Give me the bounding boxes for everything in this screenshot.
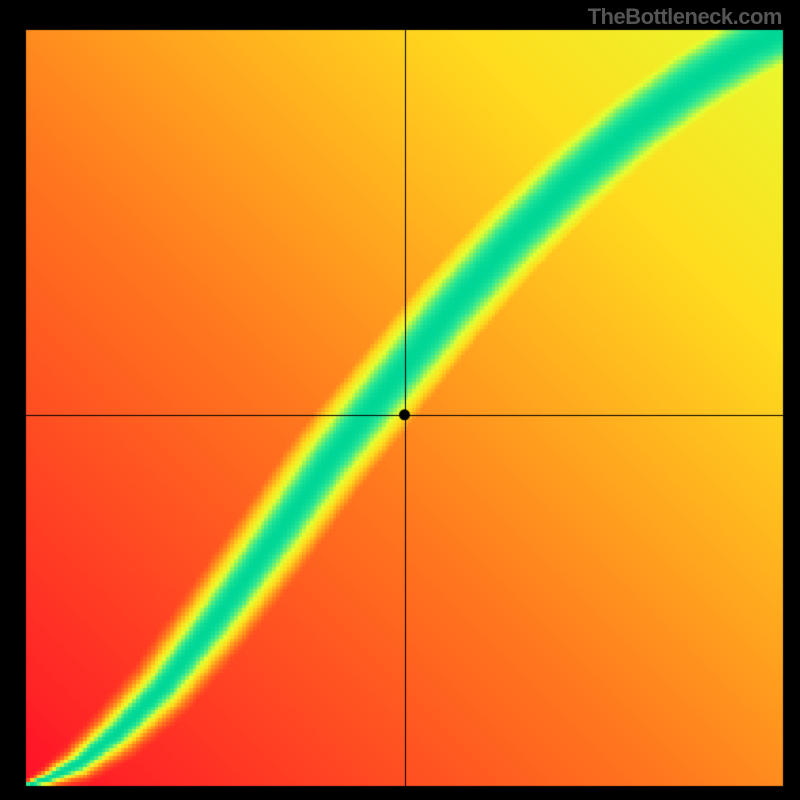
bottleneck-heatmap: [0, 0, 800, 800]
watermark-text: TheBottleneck.com: [588, 4, 782, 30]
